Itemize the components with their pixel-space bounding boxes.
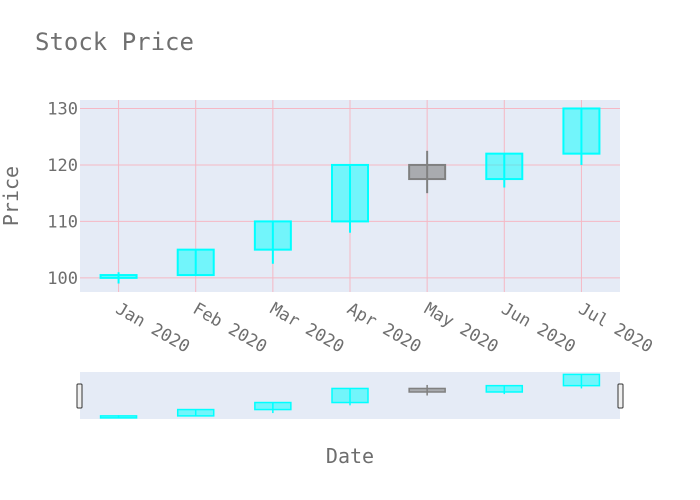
y-axis-ticks: 100 110 120 130 xyxy=(47,99,78,288)
mini-candle-body xyxy=(562,373,601,387)
candle-body[interactable] xyxy=(253,220,292,251)
range-slider-right-handle[interactable] xyxy=(617,383,624,409)
candle[interactable] xyxy=(562,107,601,165)
candle-body[interactable] xyxy=(485,152,524,181)
mini-candle-body xyxy=(99,415,138,419)
y-tick-label: 130 xyxy=(47,99,78,119)
x-axis-title: Date xyxy=(326,444,374,468)
x-tick-label: Apr 2020 xyxy=(344,299,425,357)
mini-candle-body xyxy=(485,384,524,393)
range-slider-candles xyxy=(99,373,601,419)
x-tick-label: Mar 2020 xyxy=(266,299,347,357)
x-tick-label: Jan 2020 xyxy=(112,299,193,357)
mini-candle-body xyxy=(254,401,292,411)
chart-title: Stock Price xyxy=(35,28,194,56)
y-tick-label: 100 xyxy=(47,269,78,289)
x-tick-label: Jul 2020 xyxy=(575,299,656,357)
candles[interactable] xyxy=(99,107,601,284)
mini-candle-body xyxy=(176,408,215,417)
mini-candle xyxy=(331,387,369,406)
mini-candle xyxy=(562,373,601,389)
candle[interactable] xyxy=(485,152,524,188)
candle-body[interactable] xyxy=(331,163,369,223)
mini-candle-body xyxy=(408,387,446,393)
candle[interactable] xyxy=(331,163,369,233)
candle-body[interactable] xyxy=(562,107,601,155)
y-axis-title: Price xyxy=(0,166,23,226)
candle-body[interactable] xyxy=(176,248,215,277)
candle[interactable] xyxy=(99,272,138,284)
mini-candle xyxy=(485,384,524,395)
candle[interactable] xyxy=(253,220,292,264)
mini-candle xyxy=(254,401,292,414)
mini-candle xyxy=(176,408,215,417)
range-slider-left-handle[interactable] xyxy=(76,383,83,409)
candle-body[interactable] xyxy=(408,163,447,181)
mini-candle xyxy=(408,384,446,396)
range-slider[interactable] xyxy=(76,372,624,419)
candle[interactable] xyxy=(176,248,215,277)
y-tick-label: 120 xyxy=(47,156,78,176)
mini-candle-body xyxy=(331,387,369,404)
x-tick-label: May 2020 xyxy=(421,299,502,357)
x-tick-label: Feb 2020 xyxy=(189,299,270,357)
candle[interactable] xyxy=(408,150,447,194)
mini-candle xyxy=(99,415,138,419)
candle-body[interactable] xyxy=(99,274,138,279)
x-tick-label: Jun 2020 xyxy=(498,299,579,357)
y-tick-label: 110 xyxy=(47,212,78,232)
